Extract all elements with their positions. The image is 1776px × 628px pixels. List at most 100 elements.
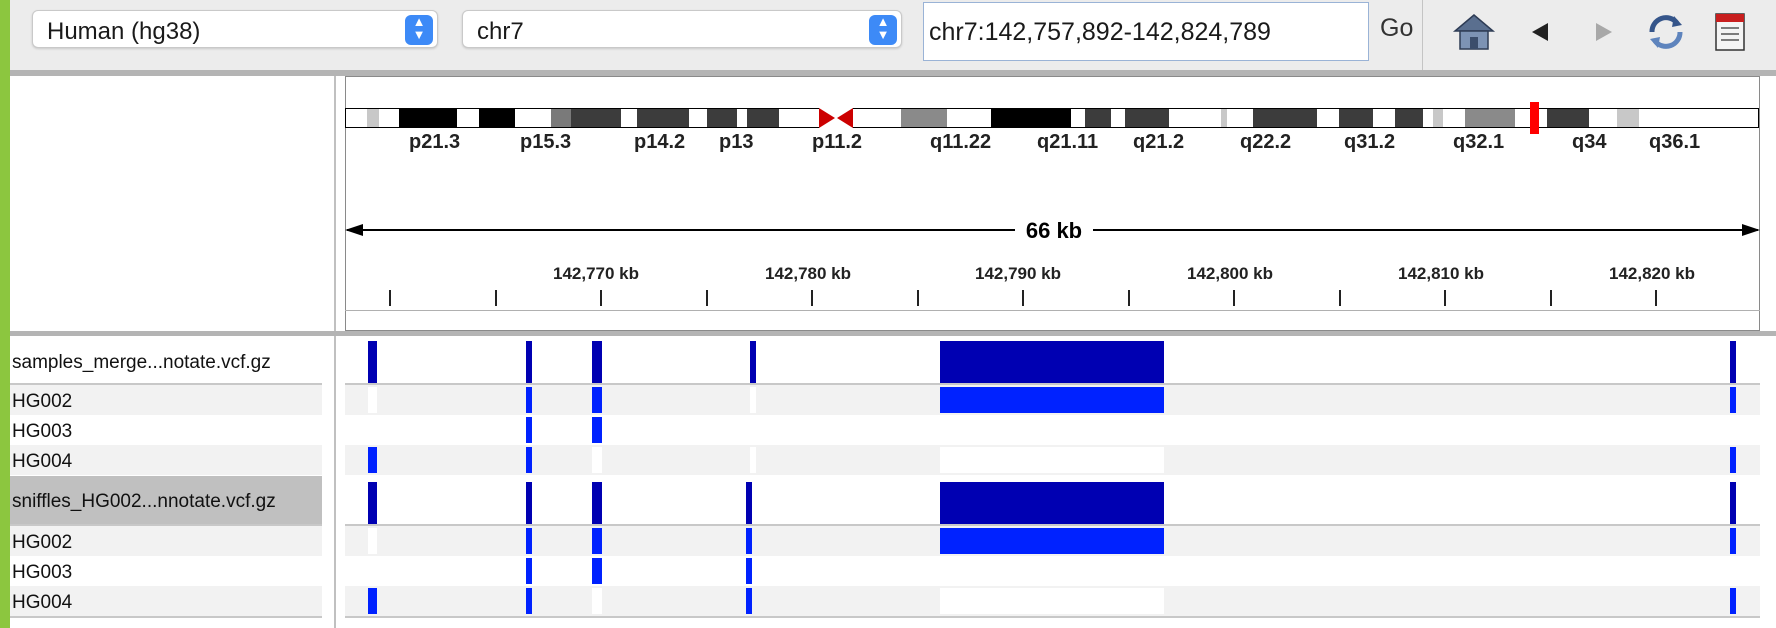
- ruler-tick: [706, 290, 708, 306]
- genotype-het[interactable]: [592, 387, 602, 413]
- sample-name-hg004[interactable]: HG004: [12, 592, 73, 613]
- forward-icon[interactable]: [1582, 10, 1626, 54]
- track-name-sniffles-vcf[interactable]: sniffles_HG002...nnotate.vcf.gz: [12, 491, 276, 512]
- genome-select-value: Human (hg38): [47, 18, 201, 45]
- genotype-homref[interactable]: [750, 447, 756, 473]
- sample-name-hg002[interactable]: HG002: [12, 391, 73, 412]
- variant-feature[interactable]: [750, 341, 756, 383]
- ruler-tick: [389, 290, 391, 306]
- variant-feature[interactable]: [592, 341, 602, 383]
- ruler-tick: [495, 290, 497, 306]
- variant-feature[interactable]: [368, 482, 377, 524]
- genotype-homref[interactable]: [368, 528, 377, 554]
- sample-name-hg002[interactable]: HG002: [12, 532, 73, 553]
- variant-feature[interactable]: [526, 341, 532, 383]
- variant-feature[interactable]: [940, 482, 1164, 524]
- genotype-het[interactable]: [940, 528, 1164, 554]
- genotype-het[interactable]: [1730, 528, 1736, 554]
- toolbar-divider: [10, 70, 1776, 76]
- selected-track-highlight: [10, 476, 322, 524]
- band-label: p15.3: [520, 131, 572, 153]
- genotype-het[interactable]: [526, 447, 532, 473]
- genotype-het[interactable]: [1730, 588, 1736, 614]
- genotype-het[interactable]: [592, 417, 602, 443]
- track-divider: [345, 383, 1760, 385]
- genotype-homref[interactable]: [940, 588, 1164, 614]
- genotype-het[interactable]: [592, 558, 602, 584]
- genotype-het[interactable]: [940, 387, 1164, 413]
- span-label: 66 kb: [1015, 218, 1093, 244]
- variant-feature[interactable]: [746, 482, 752, 524]
- variant-feature[interactable]: [1730, 341, 1736, 383]
- genotype-het[interactable]: [368, 447, 377, 473]
- track-divider: [345, 524, 1760, 526]
- locus-search-field[interactable]: [923, 2, 1369, 61]
- select-arrows-icon: ▲ ▼: [869, 15, 897, 45]
- genotype-homref[interactable]: [368, 387, 377, 413]
- row-stripe: [10, 586, 322, 616]
- panel-divider[interactable]: [10, 331, 1776, 336]
- genotype-het[interactable]: [526, 588, 532, 614]
- centromere-icon: [819, 108, 853, 128]
- variant-feature[interactable]: [1730, 482, 1736, 524]
- genotype-het[interactable]: [592, 528, 602, 554]
- band-label: q34: [1572, 131, 1607, 153]
- track-divider: [10, 616, 322, 618]
- name-panel-divider[interactable]: [334, 76, 336, 628]
- locus-input[interactable]: [927, 17, 1367, 48]
- band-label: p11.2: [812, 131, 863, 153]
- variant-feature[interactable]: [368, 341, 377, 383]
- back-icon[interactable]: [1518, 10, 1562, 54]
- roi-icon[interactable]: [1708, 10, 1752, 54]
- genotype-het[interactable]: [746, 558, 752, 584]
- ruler-tick: [1128, 290, 1130, 306]
- row-stripe: [10, 526, 322, 556]
- genome-select[interactable]: Human (hg38) ▲ ▼: [32, 10, 438, 48]
- genotype-het[interactable]: [526, 417, 532, 443]
- genotype-homref[interactable]: [592, 447, 602, 473]
- track-name-samples-merged-vcf[interactable]: samples_merge...notate.vcf.gz: [12, 352, 271, 373]
- refresh-icon[interactable]: [1644, 10, 1688, 54]
- band-label: p14.2: [634, 131, 686, 153]
- band-label: q11.22: [930, 131, 992, 153]
- band-label: q22.2: [1240, 131, 1292, 153]
- tick-label: 142,810 kb: [1398, 264, 1485, 283]
- genotype-homref[interactable]: [940, 447, 1164, 473]
- genotype-het[interactable]: [526, 387, 532, 413]
- genotype-het[interactable]: [746, 528, 752, 554]
- chromosome-ideogram[interactable]: [345, 102, 1760, 134]
- genotype-het[interactable]: [746, 588, 752, 614]
- row-stripe: [10, 445, 322, 475]
- genotype-homref[interactable]: [592, 588, 602, 614]
- ruler-baseline: [345, 310, 1760, 311]
- band-label: q31.2: [1344, 131, 1396, 153]
- toolbar: Human (hg38) ▲ ▼ chr7 ▲ ▼: [10, 0, 1776, 73]
- genotype-het[interactable]: [1730, 447, 1736, 473]
- sample-name-hg003[interactable]: HG003: [12, 421, 73, 442]
- genotype-het[interactable]: [526, 528, 532, 554]
- chromosome-select[interactable]: chr7 ▲ ▼: [462, 10, 902, 48]
- band-label: q21.2: [1133, 131, 1185, 153]
- band-label: q36.1: [1649, 131, 1701, 153]
- variant-feature[interactable]: [526, 482, 532, 524]
- go-button[interactable]: Go: [1380, 14, 1414, 42]
- tick-label: 142,780 kb: [765, 264, 852, 283]
- ruler-tick: [1022, 290, 1024, 306]
- variant-feature[interactable]: [940, 341, 1164, 383]
- ruler-tick: [1444, 290, 1446, 306]
- genotype-het[interactable]: [1730, 387, 1736, 413]
- band-label: p21.3: [409, 131, 461, 153]
- toolbar-divider: [1422, 0, 1423, 70]
- ruler-tick: [600, 290, 602, 306]
- band-label: q21.11: [1037, 131, 1099, 153]
- sample-name-hg003[interactable]: HG003: [12, 562, 73, 583]
- genotype-het[interactable]: [368, 588, 377, 614]
- genotype-homref[interactable]: [750, 387, 756, 413]
- variant-feature[interactable]: [592, 482, 602, 524]
- home-icon[interactable]: [1452, 10, 1496, 54]
- tick-label: 142,790 kb: [975, 264, 1062, 283]
- ruler-tick: [1339, 290, 1341, 306]
- tick-label: 142,820 kb: [1609, 264, 1696, 283]
- genotype-het[interactable]: [526, 558, 532, 584]
- sample-name-hg004[interactable]: HG004: [12, 451, 73, 472]
